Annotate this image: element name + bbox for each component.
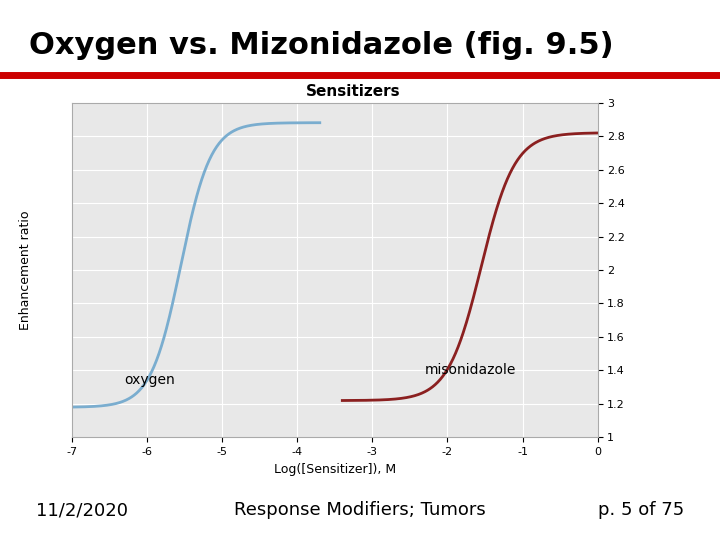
Text: Enhancement ratio: Enhancement ratio (19, 210, 32, 330)
Text: Sensitizers: Sensitizers (305, 84, 400, 99)
Text: p. 5 of 75: p. 5 of 75 (598, 501, 684, 519)
Text: oxygen: oxygen (125, 373, 175, 387)
Text: misonidazole: misonidazole (425, 363, 516, 377)
Text: 11/2/2020: 11/2/2020 (36, 501, 128, 519)
X-axis label: Log([Sensitizer]), M: Log([Sensitizer]), M (274, 463, 396, 476)
Text: Response Modifiers; Tumors: Response Modifiers; Tumors (234, 501, 486, 519)
Text: Oxygen vs. Mizonidazole (fig. 9.5): Oxygen vs. Mizonidazole (fig. 9.5) (29, 31, 613, 60)
